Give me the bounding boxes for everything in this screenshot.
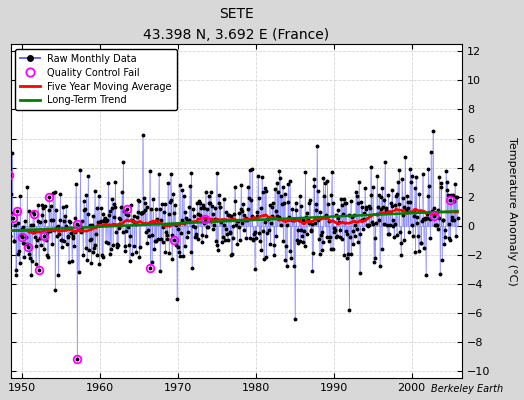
Y-axis label: Temperature Anomaly (°C): Temperature Anomaly (°C) xyxy=(507,137,517,286)
Text: Berkeley Earth: Berkeley Earth xyxy=(431,384,503,394)
Legend: Raw Monthly Data, Quality Control Fail, Five Year Moving Average, Long-Term Tren: Raw Monthly Data, Quality Control Fail, … xyxy=(15,49,177,110)
Title: SETE
43.398 N, 3.692 E (France): SETE 43.398 N, 3.692 E (France) xyxy=(143,7,330,42)
